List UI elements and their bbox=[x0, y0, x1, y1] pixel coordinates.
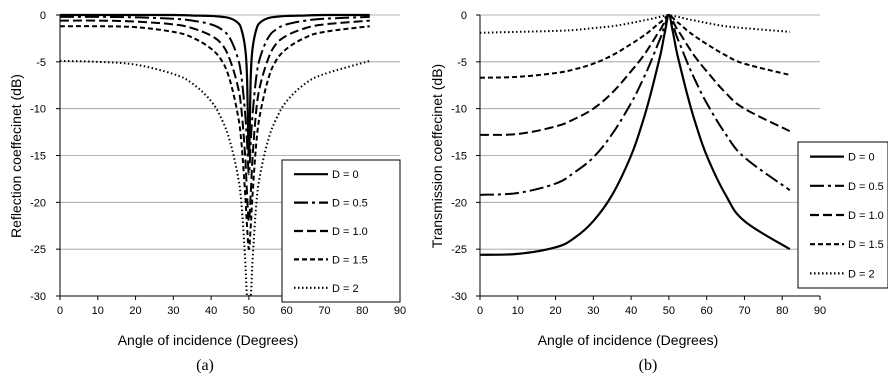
y-tick-label: -25 bbox=[451, 244, 467, 256]
legend-label-4: D = 2 bbox=[332, 283, 359, 295]
series-line-1 bbox=[60, 15, 370, 176]
x-tick-label: 70 bbox=[738, 305, 750, 317]
legend-label-0: D = 0 bbox=[848, 152, 875, 164]
x-axis-title: Angle of incidence (Degrees) bbox=[118, 332, 299, 348]
y-tick-label: -5 bbox=[36, 57, 46, 69]
y-axis-title: Reflection coeffecinet (dB) bbox=[8, 74, 24, 238]
x-tick-label: 10 bbox=[512, 305, 524, 317]
y-axis-title: Transmission coeffecinet (dB) bbox=[429, 64, 445, 248]
x-tick-label: 20 bbox=[129, 305, 141, 317]
x-tick-label: 60 bbox=[281, 305, 293, 317]
panel-label: (b) bbox=[639, 357, 658, 374]
legend-label-1: D = 0.5 bbox=[848, 181, 884, 193]
series-line-1 bbox=[480, 13, 791, 196]
x-tick-label: 20 bbox=[549, 305, 561, 317]
x-tick-label: 40 bbox=[625, 305, 637, 317]
x-tick-label: 50 bbox=[243, 305, 255, 317]
series-line-2 bbox=[60, 19, 370, 223]
x-tick-label: 0 bbox=[477, 305, 483, 317]
y-tick-label: -15 bbox=[451, 151, 467, 163]
series-line-3 bbox=[60, 25, 370, 251]
y-tick-label: -20 bbox=[451, 197, 467, 209]
legend-label-0: D = 0 bbox=[332, 169, 359, 181]
x-tick-label: 90 bbox=[394, 305, 406, 317]
y-tick-label: -30 bbox=[451, 291, 467, 303]
series-line-0 bbox=[480, 13, 791, 256]
x-axis-title: Angle of incidence (Degrees) bbox=[538, 332, 719, 348]
y-tick-label: -15 bbox=[30, 151, 46, 163]
legend-label-4: D = 2 bbox=[848, 268, 875, 280]
series-line-4 bbox=[480, 13, 790, 34]
legend-label-2: D = 1.0 bbox=[332, 226, 368, 238]
y-tick-label: -25 bbox=[30, 244, 46, 256]
x-tick-label: 10 bbox=[92, 305, 104, 317]
legend: D = 0 D = 0.5 D = 1.0 D = 1.5 D = 2 bbox=[797, 141, 888, 289]
legend-label-2: D = 1.0 bbox=[848, 210, 884, 222]
legend: D = 0 D = 0.5 D = 1.0 D = 1.5 D = 2 bbox=[281, 159, 401, 303]
x-tick-label: 30 bbox=[167, 305, 179, 317]
chart-panel-0: 0 -5 -10 -15 -20 -25 -30 0 10 20 30 40 50 60 70 80 90 Ang… bbox=[8, 10, 406, 374]
y-tick-label: -10 bbox=[451, 104, 467, 116]
x-tick-label: 90 bbox=[814, 305, 826, 317]
y-tick-label: -20 bbox=[30, 197, 46, 209]
y-tick-label: -5 bbox=[457, 57, 467, 69]
x-tick-label: 80 bbox=[356, 305, 368, 317]
y-tick-label: 0 bbox=[461, 10, 467, 22]
series-line-2 bbox=[480, 13, 791, 136]
series-line-0 bbox=[60, 13, 370, 157]
legend-label-3: D = 1.5 bbox=[332, 254, 368, 266]
panel-label: (a) bbox=[196, 357, 214, 374]
x-tick-label: 70 bbox=[318, 305, 330, 317]
series-line-3 bbox=[480, 13, 791, 79]
x-tick-label: 30 bbox=[587, 305, 599, 317]
x-tick-label: 0 bbox=[57, 305, 63, 317]
x-tick-label: 60 bbox=[701, 305, 713, 317]
y-tick-label: -30 bbox=[30, 291, 46, 303]
x-tick-label: 50 bbox=[663, 305, 675, 317]
legend-label-1: D = 0.5 bbox=[332, 198, 368, 210]
x-tick-label: 40 bbox=[205, 305, 217, 317]
y-tick-label: -10 bbox=[30, 104, 46, 116]
y-tick-label: 0 bbox=[40, 10, 46, 22]
legend-label-3: D = 1.5 bbox=[848, 239, 884, 251]
x-tick-label: 80 bbox=[776, 305, 788, 317]
chart-panel-1: 0 -5 -10 -15 -20 -25 -30 0 10 20 30 40 50 60 70 80 90 Ang… bbox=[429, 10, 888, 374]
